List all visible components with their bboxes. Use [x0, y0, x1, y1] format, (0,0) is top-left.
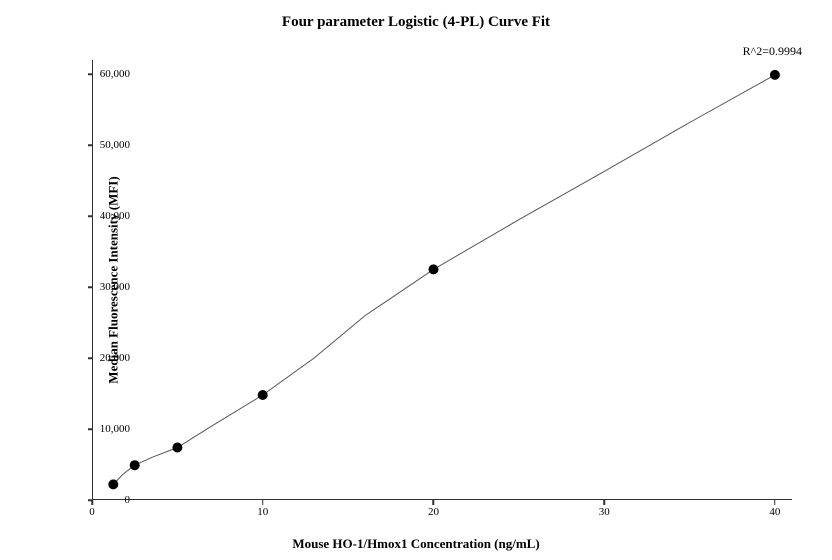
data-point-marker	[429, 264, 439, 274]
chart-container: Four parameter Logistic (4-PL) Curve Fit…	[0, 0, 832, 560]
data-markers	[108, 70, 780, 490]
data-point-marker	[108, 479, 118, 489]
plot-svg	[92, 60, 792, 500]
x-tick-mark	[603, 500, 605, 505]
x-tick-label: 40	[769, 506, 780, 518]
x-tick-label: 10	[257, 506, 268, 518]
x-tick-mark	[433, 500, 435, 505]
r-squared-label: R^2=0.9994	[743, 44, 802, 59]
x-tick-label: 20	[428, 506, 439, 518]
data-point-marker	[172, 443, 182, 453]
x-axis-label: Mouse HO-1/Hmox1 Concentration (ng/mL)	[0, 536, 832, 552]
data-point-marker	[130, 460, 140, 470]
x-tick-mark	[774, 500, 776, 505]
x-tick-mark	[262, 500, 264, 505]
data-point-marker	[258, 390, 268, 400]
x-tick-mark	[91, 500, 93, 505]
x-tick-label: 0	[89, 506, 95, 518]
data-point-marker	[770, 70, 780, 80]
chart-title: Four parameter Logistic (4-PL) Curve Fit	[0, 14, 832, 31]
curve-line	[109, 75, 775, 487]
x-tick-label: 30	[599, 506, 610, 518]
